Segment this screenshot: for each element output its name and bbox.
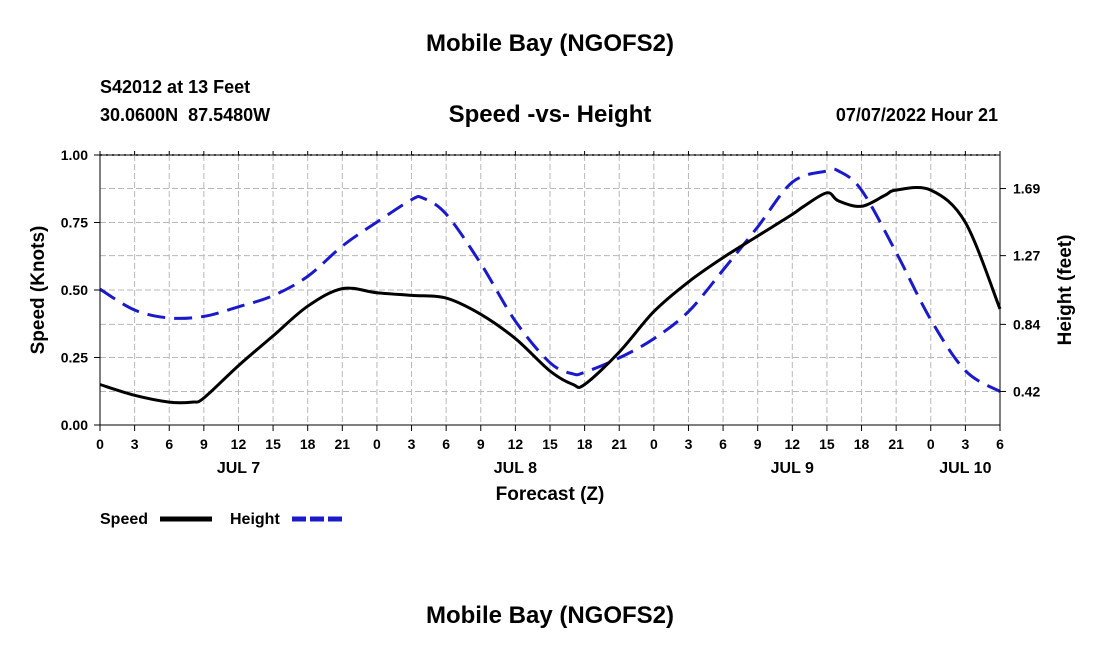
x-tick-label: 12 <box>231 436 247 452</box>
day-label: JUL 7 <box>217 460 260 477</box>
x-tick-label: 3 <box>961 436 969 452</box>
y-tick-label: 0.00 <box>61 417 88 433</box>
page-title-top: Mobile Bay (NGOFS2) <box>425 30 675 57</box>
y-tick-label: 0.25 <box>61 350 88 366</box>
x-tick-label: 0 <box>96 436 104 452</box>
legend-label-height: Height <box>230 511 280 528</box>
series-layer <box>99 167 1002 405</box>
x-tick-label: 12 <box>508 436 524 452</box>
legend: Speed Height <box>100 511 344 528</box>
chart-title: Speed -vs- Height <box>448 101 652 128</box>
x-tick-label: 21 <box>611 436 627 452</box>
x-tick-label: 21 <box>888 436 904 452</box>
x-tick-label: 15 <box>542 436 558 452</box>
x-tick-label: 15 <box>265 436 281 452</box>
x-tick-label: 6 <box>165 436 173 452</box>
y-tick-label: 0.75 <box>61 215 88 231</box>
x-tick-label: 9 <box>477 436 485 452</box>
x-tick-label: 21 <box>335 436 351 452</box>
x-tick-label: 6 <box>442 436 450 452</box>
day-label: JUL 8 <box>494 460 537 477</box>
station-label: S42012 at 13 Feet <box>100 77 251 97</box>
coordinates-label: 30.0600N 87.5480W <box>100 105 271 125</box>
y-tick-label: 1.00 <box>61 147 88 163</box>
x-tick-label: 9 <box>200 436 208 452</box>
y-axis-label-right: Height (feet) <box>1055 235 1076 346</box>
x-tick-label: 3 <box>685 436 693 452</box>
label-layer: Forecast (Z) Speed (Knots) Height (feet) <box>28 226 1076 505</box>
y2-tick-label: 1.27 <box>1013 248 1040 264</box>
tick-layer: 0 3 6 9 12 15 18 21 0 3 6 9 12 15 18 21 0 3 6 9 12 15 18 21 0 3 6J… <box>61 147 1041 477</box>
day-label: JUL 9 <box>771 460 814 477</box>
y2-tick-label: 0.42 <box>1013 383 1040 399</box>
y-axis-label-left: Speed (Knots) <box>28 226 49 355</box>
x-tick-label: 18 <box>300 436 316 452</box>
x-tick-label: 6 <box>719 436 727 452</box>
x-tick-label: 0 <box>927 436 935 452</box>
series-line-speed <box>99 185 1002 405</box>
day-label: JUL 10 <box>939 460 991 477</box>
x-tick-label: 18 <box>577 436 593 452</box>
series-line-height <box>99 167 1001 393</box>
x-tick-label: 9 <box>754 436 762 452</box>
x-tick-label: 6 <box>996 436 1004 452</box>
y2-tick-label: 1.69 <box>1013 181 1040 197</box>
x-tick-label: 3 <box>408 436 416 452</box>
y2-tick-label: 0.84 <box>1013 316 1040 332</box>
x-tick-label: 0 <box>650 436 658 452</box>
x-tick-label: 3 <box>131 436 139 452</box>
x-tick-label: 0 <box>373 436 381 452</box>
x-tick-label: 15 <box>819 436 835 452</box>
page-title-bottom: Mobile Bay (NGOFS2) <box>425 602 675 629</box>
y-tick-label: 0.50 <box>61 282 88 298</box>
legend-label-speed: Speed <box>100 511 148 528</box>
x-tick-label: 18 <box>854 436 870 452</box>
x-axis-label: Forecast (Z) <box>496 484 605 505</box>
x-tick-label: 12 <box>785 436 801 452</box>
datetime-label: 07/07/2022 Hour 21 <box>835 105 998 125</box>
